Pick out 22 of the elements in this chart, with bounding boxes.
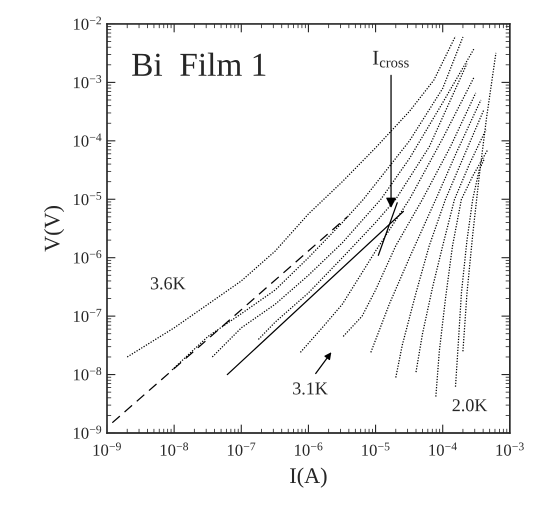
x-tick-label: 10$^{−7}$ (228, 442, 256, 456)
x-tick-label: 10$^{−9}$ (94, 442, 121, 456)
y-tick-label: 10$^{−6}$ (74, 250, 102, 264)
text: Bi Film 1 (132, 52, 266, 76)
y-tick-label: 10$^{−7}$ (74, 308, 102, 322)
x-tick-label: 10$^{−3}$ (496, 442, 524, 456)
x-tick-label: 10$^{−4}$ (429, 442, 457, 456)
y-tick-label: 10$^{−5}$ (74, 192, 102, 206)
annotation: 2.0K (452, 399, 488, 412)
annotation: 3.1K (293, 382, 328, 395)
x-tick-label: 10$^{−8}$ (160, 442, 188, 456)
y-tick-label: 10$^{−8}$ (74, 367, 102, 380)
x-axis-title: I(A) (290, 468, 327, 488)
y-tick-label: 10$^{−4}$ (74, 133, 102, 147)
x-tick-label: 10$^{−5}$ (362, 442, 390, 456)
y-tick-label: 10$^{−2}$ (74, 16, 102, 30)
y-tick-label: 10$^{−3}$ (74, 75, 102, 88)
annotation: 3.6K (150, 277, 186, 290)
annotation: I$_{cross}$ (372, 50, 409, 68)
y-tick-label: 10$^{−9}$ (74, 426, 102, 439)
y-axis-title: V(V) (44, 206, 64, 252)
x-tick-label: 10$^{−6}$ (295, 442, 322, 456)
